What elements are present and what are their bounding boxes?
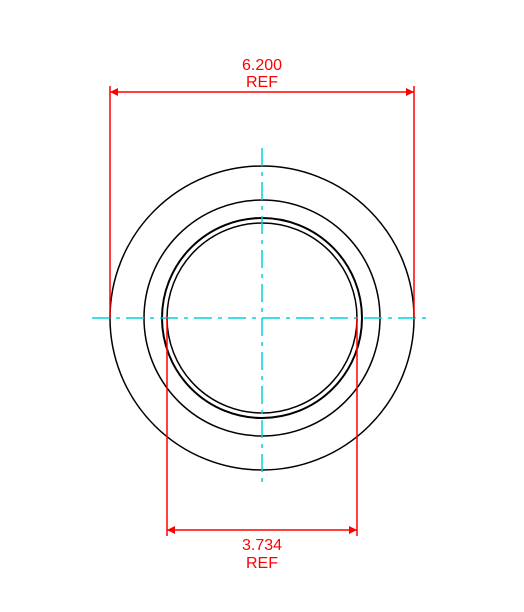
- dimension-value: 6.200: [242, 57, 282, 74]
- arrowhead-icon: [406, 88, 414, 96]
- engineering-drawing: 6.200REF 3.734REF: [0, 0, 524, 612]
- centerlines: [92, 148, 432, 488]
- dimension-ref: REF: [246, 555, 278, 572]
- dimension-ref: REF: [246, 74, 278, 91]
- arrowhead-icon: [110, 88, 118, 96]
- dimension-value: 3.734: [242, 537, 282, 554]
- arrowhead-icon: [349, 526, 357, 534]
- arrowhead-icon: [167, 526, 175, 534]
